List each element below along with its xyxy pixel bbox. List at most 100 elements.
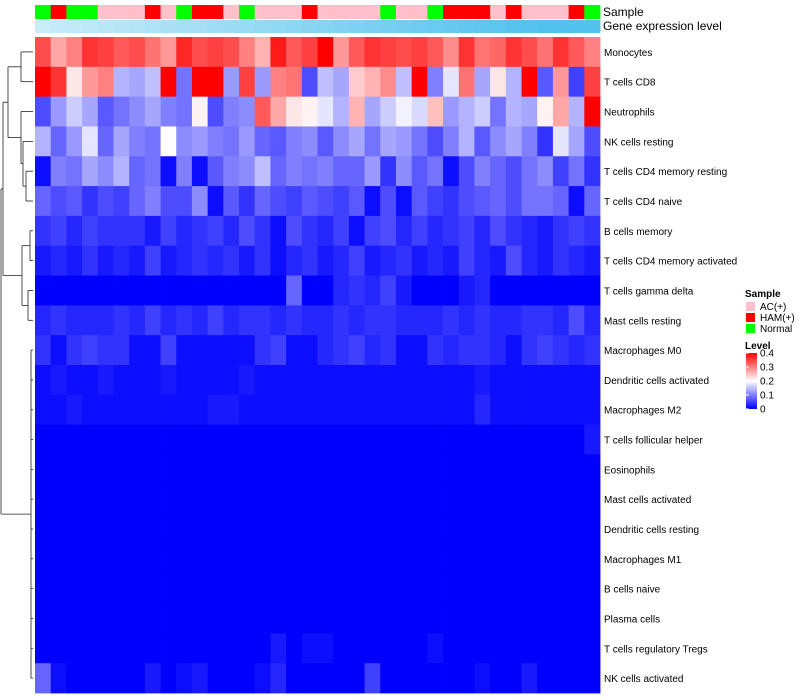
heatmap-cell bbox=[521, 275, 538, 306]
heatmap-cell bbox=[458, 156, 475, 187]
heatmap-cell bbox=[584, 454, 601, 485]
heatmap-cell bbox=[223, 275, 240, 306]
heatmap-cell bbox=[239, 275, 256, 306]
heatmap-cell bbox=[176, 484, 193, 515]
heatmap-cell bbox=[207, 275, 224, 306]
heatmap-cell bbox=[505, 633, 522, 664]
heatmap-cell bbox=[113, 96, 130, 127]
gene-annotation-cell bbox=[505, 20, 522, 33]
heatmap-cell bbox=[474, 484, 491, 515]
heatmap-cell bbox=[474, 96, 491, 127]
gene-annotation-cell bbox=[223, 20, 240, 33]
heatmap-cell bbox=[505, 37, 522, 68]
heatmap-cell bbox=[35, 633, 52, 664]
heatmap-cell bbox=[427, 245, 444, 276]
heatmap-cell bbox=[66, 663, 83, 694]
heatmap-cell bbox=[395, 663, 413, 694]
heatmap-cell bbox=[223, 305, 240, 336]
heatmap-cell bbox=[537, 156, 554, 187]
heatmap-cell bbox=[286, 633, 303, 664]
heatmap-cell bbox=[207, 543, 224, 575]
heatmap-cell bbox=[490, 215, 507, 247]
heatmap-cell bbox=[568, 394, 585, 426]
heatmap-cell bbox=[286, 454, 303, 485]
heatmap-cell bbox=[317, 424, 334, 455]
heatmap-cell bbox=[35, 603, 52, 634]
heatmap-cell bbox=[176, 186, 193, 217]
heatmap-cell bbox=[207, 633, 224, 664]
gene-annotation-cell bbox=[411, 20, 428, 33]
heatmap-cell bbox=[301, 394, 318, 426]
heatmap-cell bbox=[207, 573, 224, 604]
heatmap-cell bbox=[364, 305, 381, 336]
heatmap-cell bbox=[50, 603, 67, 634]
heatmap-cell bbox=[380, 305, 397, 336]
heatmap-cell bbox=[333, 394, 350, 426]
heatmap-cell bbox=[50, 96, 67, 127]
heatmap-cell bbox=[537, 514, 554, 545]
row-label: Dendritic cells resting bbox=[604, 525, 699, 536]
level-tick-label: 0 bbox=[760, 405, 766, 416]
heatmap-cell bbox=[333, 66, 350, 98]
level-tick-label: 0.3 bbox=[760, 363, 774, 374]
heatmap-cell bbox=[474, 633, 491, 664]
heatmap-cell bbox=[144, 633, 161, 664]
heatmap-cell bbox=[552, 37, 570, 68]
sample-annotation-cell bbox=[160, 5, 177, 19]
heatmap-cell bbox=[144, 365, 161, 396]
heatmap-cell bbox=[191, 186, 209, 217]
heatmap-cell bbox=[537, 454, 554, 485]
heatmap-cell bbox=[458, 37, 475, 68]
heatmap-cell bbox=[191, 335, 209, 366]
legend-label-normal: Normal bbox=[760, 324, 792, 335]
heatmap-cell bbox=[458, 424, 475, 455]
heatmap-cell bbox=[270, 543, 287, 575]
heatmap-cell bbox=[160, 663, 177, 694]
heatmap-cell bbox=[521, 186, 538, 217]
sample-annotation-cell bbox=[348, 5, 365, 19]
row-label: Mast cells resting bbox=[604, 316, 681, 327]
heatmap-cell bbox=[207, 663, 224, 694]
heatmap-cell bbox=[348, 335, 365, 366]
heatmap-cell bbox=[348, 156, 365, 187]
heatmap-cell bbox=[427, 394, 444, 426]
heatmap-cell bbox=[50, 245, 67, 276]
row-label: T cells follicular helper bbox=[604, 436, 703, 447]
heatmap-cell bbox=[521, 454, 538, 485]
heatmap-cell bbox=[348, 514, 365, 545]
heatmap-cell bbox=[380, 394, 397, 426]
heatmap-cell bbox=[427, 514, 444, 545]
heatmap-cell bbox=[458, 573, 475, 604]
heatmap-cell bbox=[380, 543, 397, 575]
heatmap-cell bbox=[254, 543, 271, 575]
heatmap-cell bbox=[505, 603, 522, 634]
heatmap-cell bbox=[584, 603, 601, 634]
heatmap-cell bbox=[50, 305, 67, 336]
heatmap-cell bbox=[505, 394, 522, 426]
heatmap-cell bbox=[223, 186, 240, 217]
heatmap-cell bbox=[584, 394, 601, 426]
heatmap-cell bbox=[427, 484, 444, 515]
sample-annotation-cell bbox=[505, 5, 522, 19]
heatmap-cell bbox=[286, 543, 303, 575]
heatmap-cell bbox=[490, 573, 507, 604]
gene-annotation-cell bbox=[270, 20, 287, 33]
heatmap-cell bbox=[66, 126, 83, 157]
heatmap-cell bbox=[113, 633, 130, 664]
heatmap-cell bbox=[113, 514, 130, 545]
heatmap-cell bbox=[333, 126, 350, 157]
sample-annotation-cell bbox=[223, 5, 240, 19]
heatmap-cell bbox=[270, 454, 287, 485]
heatmap-cell bbox=[50, 156, 67, 187]
heatmap-cell bbox=[317, 365, 334, 396]
heatmap-cell bbox=[129, 305, 146, 336]
heatmap-cell bbox=[490, 96, 507, 127]
gene-annotation-cell bbox=[364, 20, 381, 33]
heatmap-cell bbox=[348, 275, 365, 306]
heatmap-cell bbox=[568, 663, 585, 694]
heatmap-cell bbox=[82, 543, 99, 575]
heatmap-cell bbox=[364, 215, 381, 247]
heatmap-cell bbox=[239, 484, 256, 515]
heatmap-cell bbox=[411, 245, 428, 276]
heatmap-cell bbox=[490, 663, 507, 694]
